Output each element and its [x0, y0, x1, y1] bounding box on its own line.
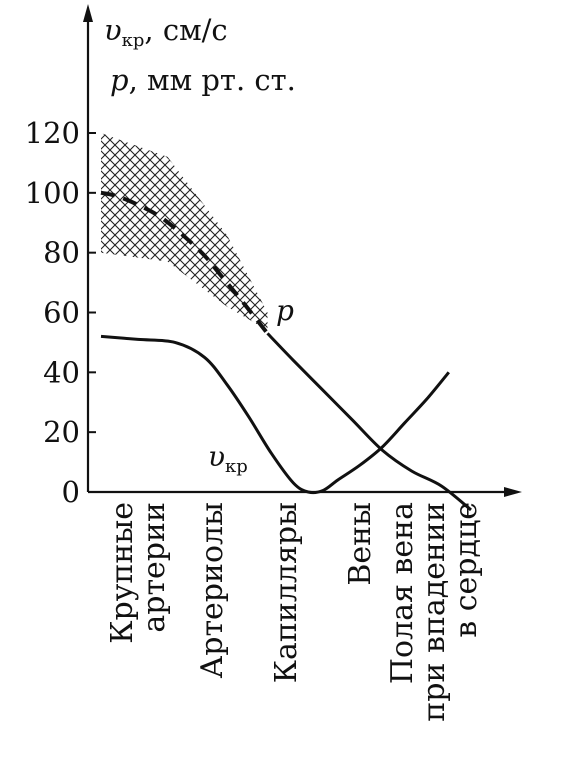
series-label-velocity-symbol: υ: [208, 440, 225, 473]
category-label-line: артерии: [137, 502, 172, 633]
y-axis-label-velocity: υкр, см/с: [104, 13, 228, 51]
pressure-band: [101, 133, 268, 331]
category-label-line: Полая вена: [385, 502, 420, 684]
y-axis-label-pressure: p, мм рт. ст.: [110, 63, 296, 97]
series-lines: [100, 190, 472, 512]
pressure-range-band: [101, 133, 268, 331]
y-tick-label: 20: [43, 415, 80, 449]
category-label: Артериолы: [195, 502, 230, 678]
y-tick-label: 80: [43, 236, 80, 270]
category-labels: Крупныеартерии Артериолы Капилляры Вены Пола…: [105, 502, 484, 722]
category-label-line: Крупные: [105, 502, 140, 644]
category-label: Полая венапри впадениив сердце: [385, 502, 484, 722]
series-line-velocity: [100, 334, 450, 495]
category-label: Вены: [343, 502, 378, 586]
category-label-line: Артериолы: [195, 502, 230, 678]
series-line-pressure: [266, 332, 472, 512]
series-label-velocity-sub: кр: [225, 456, 248, 477]
series-line-pressure-dashed: [100, 190, 270, 335]
series-labels: p υкр: [208, 294, 294, 477]
y-ticks: 0 20 40 60 80 100 120: [25, 116, 96, 509]
category-label-line: при впадении: [417, 502, 452, 722]
y-axis-arrow: [83, 4, 93, 22]
y-tick-label: 100: [25, 176, 80, 210]
series-label-velocity: υкр: [208, 440, 248, 477]
y-tick-label: 0: [62, 475, 80, 509]
x-axis-arrow: [504, 487, 522, 497]
category-label-line: в сердце: [449, 502, 484, 638]
y-tick-label: 60: [43, 296, 80, 330]
y-tick-label: 40: [43, 355, 80, 389]
category-label-line: Капилляры: [269, 502, 304, 683]
category-label-line: Вены: [343, 502, 378, 586]
series-label-pressure: p: [276, 294, 294, 327]
y-tick-label: 120: [25, 116, 80, 150]
y-axis-title: υкр, см/с p, мм рт. ст.: [104, 13, 296, 97]
category-label: Капилляры: [269, 502, 304, 683]
category-label: Крупныеартерии: [105, 502, 172, 644]
